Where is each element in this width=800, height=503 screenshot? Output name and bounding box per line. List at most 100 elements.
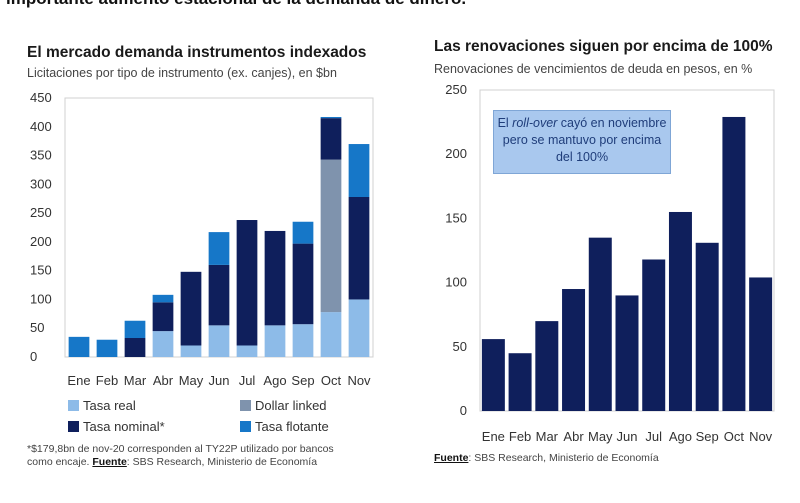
left-bar-jul-tasa-real [236, 345, 258, 357]
left-x-tick-may: May [179, 373, 204, 388]
left-x-tick-mar: Mar [124, 373, 147, 388]
right-y-tick-150: 150 [445, 210, 467, 225]
right-x-tick-sep: Sep [696, 429, 719, 444]
right-footnote-source-text: : SBS Research, Ministerio de Economía [468, 452, 659, 464]
right-x-tick-may: May [588, 429, 613, 444]
left-y-tick-450: 450 [30, 90, 52, 105]
left-bar-nov-tasa-nominal [348, 196, 370, 300]
right-y-tick-200: 200 [445, 146, 467, 161]
left-footnote: *$179,8bn de nov-20 corresponden al TY22… [27, 443, 397, 469]
left-bar-nov-tasa-real [348, 299, 370, 357]
legend-swatch-dollar-linked [240, 400, 251, 411]
legend-swatch-tasa-flotante [240, 421, 251, 432]
right-footnote-source-label: Fuente [434, 452, 469, 464]
left-chart-title: El mercado demanda instrumentos indexado… [27, 44, 367, 61]
left-y-tick-300: 300 [30, 176, 52, 191]
right-x-tick-ago: Ago [669, 429, 692, 444]
left-chart-subtitle: Licitaciones por tipo de instrumento (ex… [27, 66, 337, 80]
left-y-tick-150: 150 [30, 263, 52, 278]
right-bar-mar [535, 321, 559, 411]
left-y-tick-400: 400 [30, 119, 52, 134]
left-bar-sep-tasa-real [292, 324, 314, 357]
left-x-tick-oct: Oct [321, 373, 342, 388]
annotation-part1: El [497, 116, 513, 130]
left-bar-mar-tasa-nominal [124, 338, 146, 357]
rollover-annotation: El roll-over cayó en noviembre pero se m… [493, 110, 671, 174]
left-x-tick-sep: Sep [291, 373, 314, 388]
left-x-tick-ene: Ene [67, 373, 90, 388]
legend-tasa-flotante: Tasa flotante [240, 419, 329, 434]
left-bar-jun-tasa-flotante [208, 232, 230, 265]
right-bar-feb [508, 353, 532, 411]
annotation-italic: roll-over [512, 116, 558, 130]
right-bar-jul [642, 259, 666, 411]
legend-tasa-nominal: Tasa nominal* [68, 419, 165, 434]
left-bar-oct-tasa-flotante [320, 116, 342, 119]
top-text: importante aumento estacional de la dema… [6, 0, 466, 9]
left-x-tick-feb: Feb [96, 373, 118, 388]
right-y-tick-0: 0 [460, 403, 467, 418]
annotation-part2: cayó en noviembre pero se mantuvo por en… [502, 116, 667, 164]
left-bar-nov-tasa-flotante [348, 144, 370, 197]
right-x-tick-abr: Abr [563, 429, 584, 444]
left-bar-sep-tasa-flotante [292, 221, 314, 244]
right-x-tick-oct: Oct [724, 429, 745, 444]
left-bar-abr-tasa-real [152, 331, 174, 357]
legend-label-tasa-real: Tasa real [83, 398, 136, 413]
left-x-tick-jun: Jun [209, 373, 230, 388]
right-x-tick-ene: Ene [482, 429, 505, 444]
left-y-tick-250: 250 [30, 205, 52, 220]
right-bar-ene [481, 339, 505, 411]
legend-tasa-real: Tasa real [68, 398, 136, 413]
right-y-tick-50: 50 [453, 339, 467, 354]
left-footnote-source-label: Fuente [92, 456, 127, 468]
legend-swatch-tasa-nominal [68, 421, 79, 432]
left-bar-oct-tasa-real [320, 312, 342, 357]
left-footnote-source-text: : SBS Research, Ministerio de Economía [126, 456, 318, 468]
left-bar-ene-tasa-flotante [68, 336, 90, 357]
right-chart-title: Las renovaciones siguen por encima de 10… [434, 38, 773, 55]
right-y-tick-100: 100 [445, 275, 467, 290]
right-chart-subtitle: Renovaciones de vencimientos de deuda en… [434, 62, 753, 76]
right-footnote: Fuente: SBS Research, Ministerio de Econ… [434, 452, 774, 465]
right-x-tick-nov: Nov [749, 429, 773, 444]
left-bar-mar-tasa-flotante [124, 320, 146, 339]
left-bar-oct-dollar-linked [320, 159, 342, 313]
left-x-tick-jul: Jul [239, 373, 256, 388]
right-x-tick-jun: Jun [617, 429, 638, 444]
left-bar-ago-tasa-nominal [264, 230, 286, 326]
left-footnote-line2: como encaje. Fuente: SBS Research, Minis… [27, 456, 397, 469]
right-bar-oct [722, 116, 746, 412]
left-y-tick-200: 200 [30, 234, 52, 249]
left-y-tick-350: 350 [30, 148, 52, 163]
left-bar-may-tasa-nominal [180, 271, 202, 346]
legend-label-dollar-linked: Dollar linked [255, 398, 327, 413]
left-bar-ago-tasa-real [264, 325, 286, 357]
left-bar-jun-tasa-real [208, 325, 230, 357]
left-y-tick-100: 100 [30, 291, 52, 306]
left-x-tick-nov: Nov [347, 373, 371, 388]
left-footnote-line1: *$179,8bn de nov-20 corresponden al TY22… [27, 443, 334, 455]
left-footnote-prefix: como encaje. [27, 456, 90, 468]
left-y-tick-50: 50 [30, 320, 44, 335]
left-x-tick-ago: Ago [263, 373, 286, 388]
left-bar-jul-tasa-nominal [236, 220, 258, 346]
left-x-tick-abr: Abr [153, 373, 174, 388]
left-bar-may-tasa-real [180, 345, 202, 357]
left-bar-sep-tasa-nominal [292, 243, 314, 325]
legend-dollar-linked: Dollar linked [240, 398, 327, 413]
right-x-tick-mar: Mar [536, 429, 559, 444]
right-x-tick-feb: Feb [509, 429, 531, 444]
left-bar-abr-tasa-nominal [152, 302, 174, 332]
legend-swatch-tasa-real [68, 400, 79, 411]
right-x-tick-jul: Jul [645, 429, 662, 444]
left-bar-abr-tasa-flotante [152, 294, 174, 303]
right-bar-may [588, 237, 612, 411]
right-bar-nov [749, 277, 773, 411]
right-bar-sep [695, 242, 719, 411]
right-bar-ago [668, 211, 692, 411]
legend-label-tasa-flotante: Tasa flotante [255, 419, 329, 434]
right-bar-abr [562, 289, 586, 411]
